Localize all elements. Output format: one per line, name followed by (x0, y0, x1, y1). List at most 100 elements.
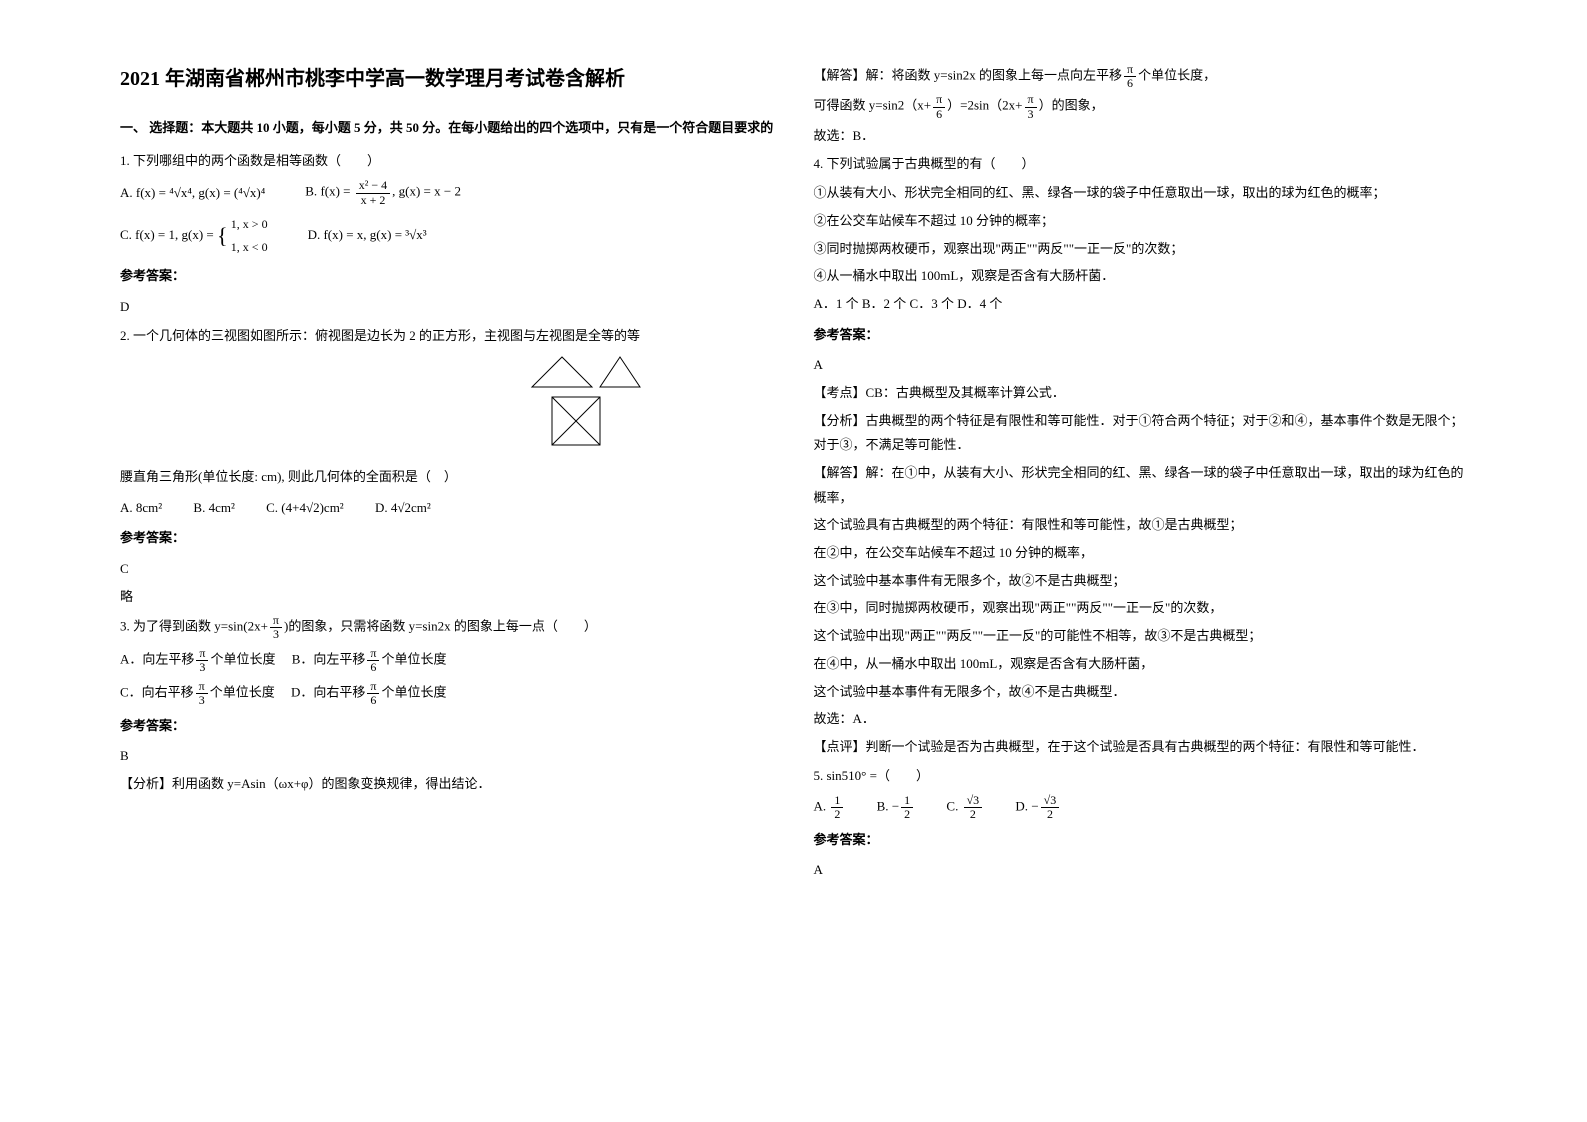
q5-answer: A (814, 858, 1468, 883)
q1-optA-formula: f(x) = ⁴√x⁴, g(x) = (⁴√x)⁴ (136, 185, 265, 200)
q5-optB: B. −12 (877, 794, 916, 821)
q3-exp2-pre: 可得函数 y=sin2（x+ (814, 98, 932, 113)
q2-optB-val: 4cm² (209, 500, 235, 515)
q3-analysis: 【分析】利用函数 y=Asin（ωx+φ）的图象变换规律，得出结论． (120, 772, 774, 797)
q5-optC-num: √3 (964, 794, 983, 808)
q3-exp1-post: 个单位长度， (1138, 68, 1216, 83)
q1-row2: C. f(x) = 1, g(x) = { 1, x > 0 1, x < 0 … (120, 213, 774, 259)
q1-optB-left: f(x) = (320, 184, 353, 199)
q5-answer-label: 参考答案： (814, 828, 1468, 853)
q2-stem: 2. 一个几何体的三视图如图所示：俯视图是边长为 2 的正方形，主视图与左视图是… (120, 324, 774, 349)
q4-stem: 4. 下列试验属于古典概型的有（ ） (814, 152, 1468, 177)
q5-optD-num: √3 (1041, 794, 1060, 808)
q5-optD-pre: D. (1015, 799, 1028, 814)
q5-optC-den: 2 (964, 808, 983, 821)
q4-l2: ②在公交车站候车不超过 10 分钟的概率； (814, 209, 1468, 234)
q3-exp1-num: π (1124, 63, 1136, 77)
q3-optC-num: π (196, 680, 208, 694)
brace-icon: { (217, 223, 228, 248)
q5-optD-den: 2 (1041, 808, 1060, 821)
q3-exp2-post: ）的图象， (1039, 98, 1104, 113)
q5-optA-num: 1 (831, 794, 843, 808)
q3-optC-post: 个单位长度 (210, 685, 275, 700)
q5-optB-neg: − (892, 799, 899, 814)
q5-optC: C. √32 (946, 794, 984, 821)
q3-optB-num: π (367, 647, 379, 661)
q3-stem-num: π (270, 614, 282, 628)
q3-exp1-den: 6 (1124, 77, 1136, 90)
q1-answer: D (120, 295, 774, 320)
q3-exp2-num: π (933, 93, 945, 107)
q2-answer-label: 参考答案： (120, 526, 774, 551)
q1-answer-label: 参考答案： (120, 264, 774, 289)
q3-optA-den: 3 (196, 661, 208, 674)
q3-stem: 3. 为了得到函数 y=sin(2x+π3)的图象，只需将函数 y=sin2x … (120, 614, 774, 641)
q4-kd: 【考点】CB：古典概型及其概率计算公式． (814, 381, 1468, 406)
q4-l1: ①从装有大小、形状完全相同的红、黑、绿各一球的袋子中任意取出一球，取出的球为红色… (814, 181, 1468, 206)
q3-stem-pre: 3. 为了得到函数 y=sin(2x+ (120, 618, 268, 633)
q1-optD-label: D. (308, 227, 321, 242)
q1-optB-label: B. (305, 184, 317, 199)
q1-optD: D. f(x) = x, g(x) = ³√x³ (308, 223, 427, 248)
q3-exp3: 故选：B． (814, 124, 1468, 149)
q4-dp: 【点评】判断一个试验是否为古典概型，在于这个试验是否具有古典概型的两个特征：有限… (814, 735, 1468, 760)
q1-optB: B. f(x) = x² − 4x + 2, g(x) = x − 2 (305, 179, 461, 206)
q3-exp2-mid: ）=2sin（2x+ (947, 98, 1022, 113)
q3-exp1: 【解答】解：将函数 y=sin2x 的图象上每一点向左平移π6个单位长度， (814, 63, 1468, 90)
q5-options: A. 12 B. −12 C. √32 D. −√32 (814, 794, 1468, 821)
q4-jd9: 故选：A． (814, 707, 1468, 732)
q4-jd6: 这个试验中出现"两正""两反""一正一反"的可能性不相等，故③不是古典概型； (814, 624, 1468, 649)
q5-optB-num: 1 (901, 794, 913, 808)
q2-options: A. 8cm² B. 4cm² C. (4+4√2)cm² D. 4√2cm² (120, 496, 774, 521)
q3-optD-post: 个单位长度 (381, 685, 446, 700)
q3-optC-pre: C．向右平移 (120, 685, 194, 700)
q2-optC-val: (4+4√2)cm² (281, 500, 343, 515)
q2-answer: C (120, 557, 774, 582)
q3-stem-post: )的图象，只需将函数 y=sin2x 的图象上每一点（ ） (284, 618, 597, 633)
q2-optA-val: 8cm² (136, 500, 162, 515)
q3-optB-pre: B．向左平移 (292, 652, 366, 667)
q2-optD: D. 4√2cm² (375, 496, 431, 521)
q3-answer: B (120, 744, 774, 769)
q3-optD-num: π (367, 680, 379, 694)
q3-optD-den: 6 (367, 694, 379, 707)
q4-answer: A (814, 353, 1468, 378)
q3-optC-den: 3 (196, 694, 208, 707)
q4-jd3: 在②中，在公交车站候车不超过 10 分钟的概率， (814, 541, 1468, 566)
q2-figure (380, 352, 774, 461)
q1-optC-case1: 1, x > 0 (231, 213, 268, 236)
q1-optB-right: , g(x) = x − 2 (392, 184, 461, 199)
q2-optB: B. 4cm² (193, 496, 234, 521)
q3-exp1-pre: 【解答】解：将函数 y=sin2x 的图象上每一点向左平移 (814, 68, 1123, 83)
q4-jd4: 这个试验中基本事件有无限多个，故②不是古典概型； (814, 569, 1468, 594)
q3-exp2-den: 6 (933, 108, 945, 121)
q5-optA: A. 12 (814, 794, 846, 821)
q3-exp2: 可得函数 y=sin2（x+π6）=2sin（2x+π3）的图象， (814, 93, 1468, 120)
q2-note: 略 (120, 585, 774, 610)
q4-jd2: 这个试验具有古典概型的两个特征：有限性和等可能性，故①是古典概型； (814, 513, 1468, 538)
q5-optC-pre: C. (946, 799, 958, 814)
three-view-icon (512, 352, 642, 452)
q3-optA-pre: A．向左平移 (120, 652, 194, 667)
q3-row1: A．向左平移π3个单位长度 B．向左平移π6个单位长度 (120, 647, 774, 674)
q1-optD-formula: f(x) = x, g(x) = ³√x³ (323, 227, 426, 242)
q1-optC-case2: 1, x < 0 (231, 236, 268, 259)
right-column: 【解答】解：将函数 y=sin2x 的图象上每一点向左平移π6个单位长度， 可得… (794, 60, 1488, 1082)
left-column: 2021 年湖南省郴州市桃李中学高一数学理月考试卷含解析 一、 选择题：本大题共… (100, 60, 794, 1082)
q3-optB-den: 6 (367, 661, 379, 674)
q3-exp2-num2: π (1025, 93, 1037, 107)
q1-optB-num: x² − 4 (356, 179, 390, 193)
exam-title: 2021 年湖南省郴州市桃李中学高一数学理月考试卷含解析 (120, 60, 774, 98)
q4-jd8: 这个试验中基本事件有无限多个，故④不是古典概型． (814, 680, 1468, 705)
q3-stem-den: 3 (270, 628, 282, 641)
q1-optC: C. f(x) = 1, g(x) = { 1, x > 0 1, x < 0 (120, 213, 268, 259)
q3-answer-label: 参考答案： (120, 714, 774, 739)
q3-optA-post: 个单位长度 (210, 652, 275, 667)
q4-jd5: 在③中，同时抛掷两枚硬币，观察出现"两正""两反""一正一反"的次数， (814, 596, 1468, 621)
q4-l3: ③同时抛掷两枚硬币，观察出现"两正""两反""一正一反"的次数； (814, 237, 1468, 262)
q2-optA: A. 8cm² (120, 496, 162, 521)
q2-optD-val: 4√2cm² (391, 500, 431, 515)
q5-optD-neg: − (1031, 799, 1038, 814)
q1-optA: A. f(x) = ⁴√x⁴, g(x) = (⁴√x)⁴ (120, 181, 265, 206)
q3-optB-post: 个单位长度 (381, 652, 446, 667)
